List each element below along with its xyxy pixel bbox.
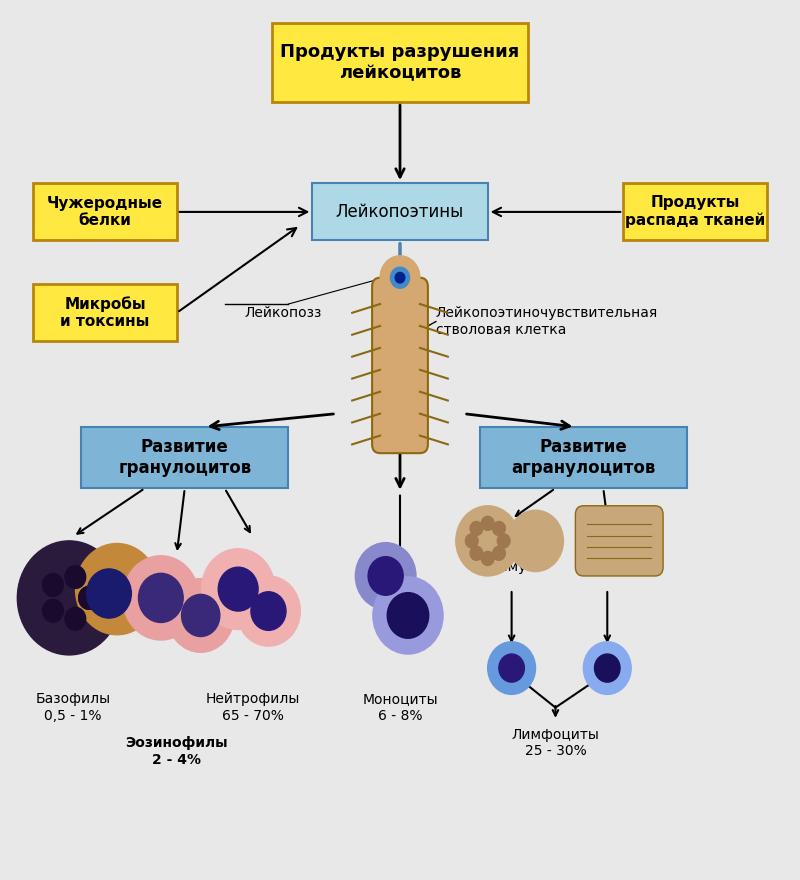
Text: Нейтрофилы
65 - 70%: Нейтрофилы 65 - 70% <box>206 693 300 722</box>
Text: Микробы
и токсины: Микробы и токсины <box>60 297 150 329</box>
FancyBboxPatch shape <box>480 427 687 488</box>
Circle shape <box>456 506 519 576</box>
Text: Моноциты
6 - 8%: Моноциты 6 - 8% <box>362 693 438 722</box>
Circle shape <box>78 586 99 609</box>
FancyBboxPatch shape <box>623 183 766 240</box>
Circle shape <box>65 607 86 630</box>
Circle shape <box>237 576 300 646</box>
Circle shape <box>138 574 183 622</box>
Circle shape <box>508 510 563 572</box>
Text: Лейкопоэтиночувствительная
стволовая клетка: Лейкопоэтиночувствительная стволовая кле… <box>436 306 658 337</box>
Text: Бурса: Бурса <box>586 561 629 574</box>
Circle shape <box>251 591 286 630</box>
Circle shape <box>482 517 494 531</box>
Circle shape <box>493 522 506 536</box>
Text: Базофилы
0,5 - 1%: Базофилы 0,5 - 1% <box>35 693 110 722</box>
Circle shape <box>470 522 482 536</box>
FancyBboxPatch shape <box>34 183 177 240</box>
Text: В: В <box>602 652 613 667</box>
Circle shape <box>482 552 494 566</box>
Circle shape <box>470 546 482 561</box>
Circle shape <box>466 534 478 548</box>
Circle shape <box>373 577 443 654</box>
Text: Продукты разрушения
лейкоцитов: Продукты разрушения лейкоцитов <box>280 43 520 82</box>
Circle shape <box>368 557 403 595</box>
Text: Тимус: Тимус <box>490 561 534 574</box>
Circle shape <box>78 586 99 609</box>
Text: Т: Т <box>507 652 516 667</box>
Circle shape <box>499 654 524 682</box>
FancyBboxPatch shape <box>273 23 527 102</box>
Circle shape <box>218 568 258 611</box>
Circle shape <box>75 544 158 634</box>
FancyBboxPatch shape <box>575 506 663 576</box>
Text: Эозинофилы
2 - 4%: Эозинофилы 2 - 4% <box>126 737 228 766</box>
Circle shape <box>122 556 199 640</box>
Circle shape <box>18 541 121 655</box>
Circle shape <box>498 534 510 548</box>
Text: Чужеродные
белки: Чужеродные белки <box>47 195 163 228</box>
FancyBboxPatch shape <box>81 427 288 488</box>
Text: Лимфоциты
25 - 30%: Лимфоциты 25 - 30% <box>511 728 599 758</box>
FancyBboxPatch shape <box>312 183 488 240</box>
Text: Лейкопоэтины: Лейкопоэтины <box>336 203 464 221</box>
Circle shape <box>380 256 420 300</box>
FancyBboxPatch shape <box>34 284 177 341</box>
Circle shape <box>387 592 429 638</box>
Circle shape <box>390 268 410 289</box>
Circle shape <box>42 574 63 597</box>
Text: Развитие
агранулоцитов: Развитие агранулоцитов <box>511 438 655 477</box>
Circle shape <box>182 594 220 636</box>
Circle shape <box>86 569 131 618</box>
Circle shape <box>594 654 620 682</box>
Circle shape <box>493 546 506 561</box>
Circle shape <box>65 566 86 589</box>
Circle shape <box>583 642 631 694</box>
Circle shape <box>395 273 405 283</box>
Circle shape <box>167 579 234 652</box>
Text: Продукты
распада тканей: Продукты распада тканей <box>625 195 765 229</box>
Text: Лейкопозз: Лейкопозз <box>245 306 322 319</box>
FancyBboxPatch shape <box>372 278 428 453</box>
Circle shape <box>202 549 275 629</box>
Circle shape <box>42 599 63 622</box>
Circle shape <box>355 543 416 609</box>
Circle shape <box>488 642 535 694</box>
Text: Развитие
гранулоцитов: Развитие гранулоцитов <box>118 438 251 477</box>
